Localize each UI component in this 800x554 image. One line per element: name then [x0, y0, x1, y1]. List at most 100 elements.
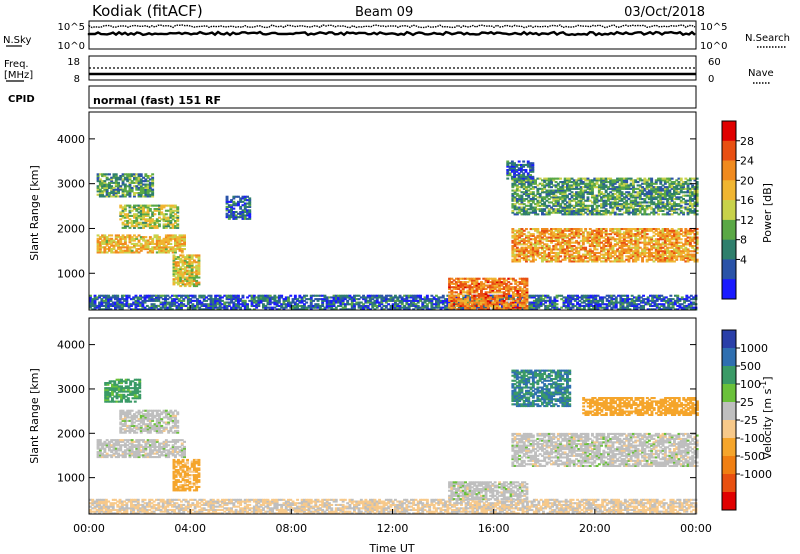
heatmap-cell [198, 296, 202, 299]
heatmap-cell [114, 176, 118, 179]
heatmap-cell [142, 239, 145, 242]
heatmap-cell [259, 299, 263, 302]
heatmap-cell [160, 218, 164, 221]
heatmap-cell [178, 246, 182, 249]
heatmap-cell [114, 251, 118, 254]
heatmap-cell [98, 246, 102, 249]
heatmap-cell [457, 303, 461, 306]
heatmap-cell [141, 304, 145, 307]
heatmap-cell [470, 294, 474, 297]
heatmap-cell [197, 266, 201, 269]
heatmap-cell [452, 299, 456, 302]
heatmap-cell [133, 244, 136, 247]
heatmap-cell [135, 218, 139, 221]
heatmap-cell [495, 298, 499, 301]
heatmap-cell [343, 306, 347, 309]
heatmap-cell [518, 277, 522, 280]
heatmap-cell [532, 294, 536, 297]
heatmap-cell [164, 303, 167, 306]
heatmap-cell [608, 303, 611, 306]
heatmap-cell [541, 248, 544, 251]
heatmap-cell [151, 211, 155, 214]
heatmap-cell [101, 251, 104, 254]
heatmap-cell [259, 298, 263, 301]
heatmap-cell [498, 298, 502, 301]
heatmap-cell [518, 258, 522, 261]
heatmap-cell [403, 308, 406, 311]
heatmap-cell [200, 303, 204, 306]
heatmap-cell [353, 303, 356, 306]
heatmap-cell [174, 264, 178, 267]
heatmap-cell [529, 233, 533, 236]
heatmap-cell [459, 286, 463, 289]
heatmap-cell [323, 308, 327, 311]
heatmap-cell [146, 239, 150, 242]
heatmap-cell [139, 242, 143, 245]
heatmap-cell [621, 301, 625, 304]
heatmap-cell [460, 308, 463, 311]
heatmap-cell [341, 303, 345, 306]
heatmap-cell [177, 274, 180, 277]
heatmap-cell [610, 296, 614, 299]
heatmap-cell [435, 299, 438, 302]
heatmap-cell [167, 239, 171, 242]
heatmap-cell [531, 253, 535, 256]
heatmap-cell [364, 306, 368, 309]
heatmap-cell [110, 251, 114, 254]
heatmap-cell [477, 284, 481, 287]
heatmap-cell [139, 209, 143, 212]
heatmap-cell [123, 206, 127, 209]
heatmap-cell [169, 249, 173, 252]
heatmap-cell [637, 303, 641, 306]
heatmap-cell [318, 294, 322, 297]
heatmap-cell [161, 304, 165, 307]
heatmap-cell [241, 303, 245, 306]
heatmap-cell [110, 242, 114, 245]
heatmap-cell [195, 273, 199, 276]
heatmap-cell [174, 237, 177, 240]
heatmap-cell [612, 303, 616, 306]
heatmap-cell [195, 276, 199, 279]
heatmap-cell [164, 251, 168, 254]
heatmap-cell [658, 306, 661, 309]
heatmap-cell [516, 281, 520, 284]
heatmap-cell [96, 237, 100, 240]
heatmap-cell [341, 306, 345, 309]
heatmap-cell [423, 301, 427, 304]
heatmap-cell [133, 226, 136, 229]
heatmap-cell [482, 303, 486, 306]
heatmap-cell [95, 296, 99, 299]
heatmap-cell [105, 195, 109, 198]
heatmap-cell [635, 306, 639, 309]
heatmap-cell [522, 233, 526, 236]
heatmap-cell [495, 308, 499, 311]
heatmap-cell [205, 296, 208, 299]
heatmap-cell [166, 294, 170, 297]
heatmap-cell [521, 277, 524, 280]
heatmap-cell [514, 294, 518, 297]
heatmap-cell [209, 303, 213, 306]
heatmap-cell [105, 236, 109, 239]
heatmap-cell [380, 298, 384, 301]
heatmap-cell [459, 282, 463, 285]
heatmap-cell [589, 294, 593, 297]
heatmap-cell [134, 294, 138, 297]
heatmap-cell [108, 246, 111, 249]
heatmap-cell [155, 236, 159, 239]
heatmap-cell [174, 236, 177, 239]
heatmap-cell [522, 251, 526, 254]
heatmap-cell [435, 301, 438, 304]
heatmap-cell [662, 299, 666, 302]
heatmap-cell [144, 192, 148, 195]
heatmap-cell [177, 298, 181, 301]
heatmap-cell [518, 281, 522, 284]
heatmap-cell [183, 269, 187, 272]
heatmap-cell [130, 186, 134, 189]
heatmap-cell [551, 301, 554, 304]
heatmap-cell [108, 248, 111, 251]
heatmap-cell [337, 298, 340, 301]
heatmap-cell [521, 291, 524, 294]
heatmap-cell [605, 304, 609, 307]
heatmap-cell [98, 237, 102, 240]
heatmap-cell [139, 181, 143, 184]
